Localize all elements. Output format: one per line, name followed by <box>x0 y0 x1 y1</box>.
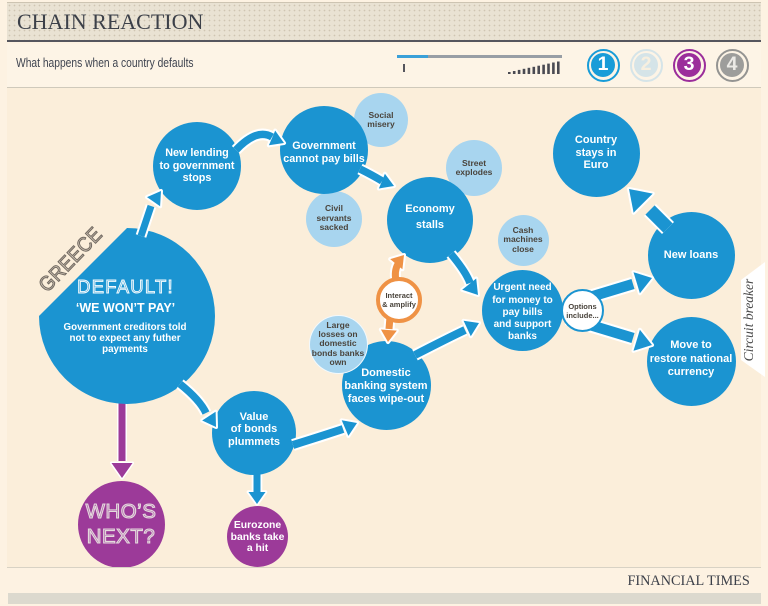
svg-text:Circuit breaker: Circuit breaker <box>741 278 756 361</box>
